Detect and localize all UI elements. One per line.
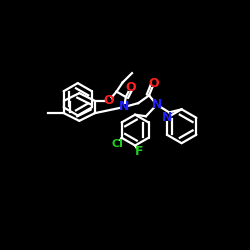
- Bar: [154, 102, 159, 108]
- Bar: [114, 141, 122, 147]
- Text: N: N: [162, 111, 172, 124]
- Bar: [151, 81, 156, 87]
- Bar: [106, 98, 111, 104]
- Text: N: N: [119, 100, 130, 114]
- Text: O: O: [148, 78, 159, 90]
- Text: Cl: Cl: [112, 139, 124, 149]
- Bar: [128, 85, 133, 91]
- Bar: [164, 115, 169, 121]
- Text: F: F: [135, 145, 143, 158]
- Text: O: O: [125, 81, 136, 94]
- Bar: [136, 148, 141, 155]
- Bar: [122, 104, 127, 110]
- Text: O: O: [104, 94, 114, 107]
- Text: N: N: [152, 98, 162, 111]
